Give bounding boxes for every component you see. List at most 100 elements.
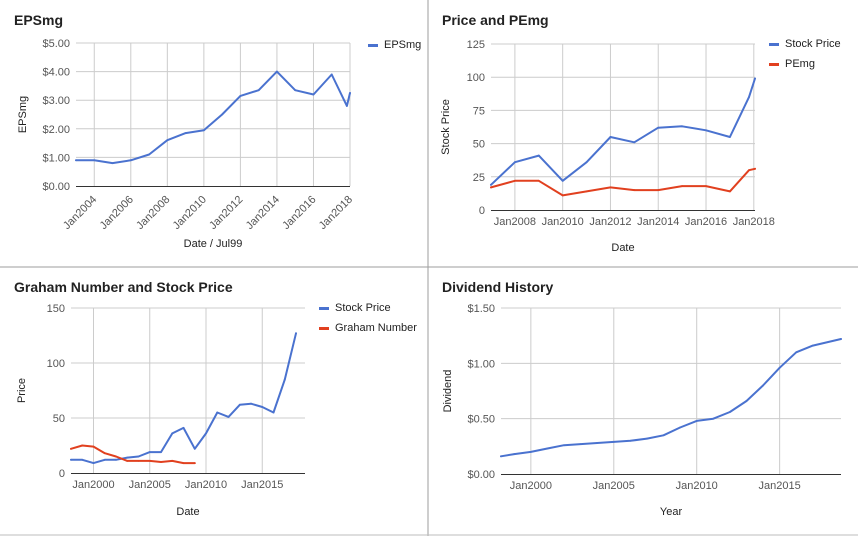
- y-tick-label: 150: [47, 303, 65, 315]
- legend-item: PEmg: [769, 54, 841, 74]
- x-tick-label: Jan2015: [241, 479, 283, 491]
- data-point: [160, 461, 162, 463]
- y-tick-label: $0.00: [467, 469, 495, 481]
- x-axis-title: Date: [176, 506, 199, 518]
- series-line: [490, 167, 756, 197]
- data-point: [93, 159, 96, 162]
- data-point: [137, 455, 140, 458]
- data-point: [184, 132, 187, 134]
- series-line: [490, 77, 756, 186]
- legend-label: PEmg: [785, 58, 815, 70]
- data-point: [295, 332, 297, 335]
- x-tick-label: Jan2008: [494, 216, 536, 228]
- data-point: [111, 162, 114, 165]
- data-point: [490, 186, 492, 189]
- x-tick-label: Jan2006: [98, 194, 136, 232]
- chart-panel-epsmg: $0.00 $1.00 $2.00 $3.00 $4.00 $5.00 Jan2004 Jan…: [1, 1, 427, 266]
- data-point: [92, 445, 95, 448]
- y-tick-label: $5.00: [42, 38, 70, 50]
- x-tick-label: Jan2010: [171, 194, 209, 232]
- y-tick-label: 100: [47, 358, 65, 370]
- x-tick-label: Jan2016: [280, 194, 318, 232]
- data-point: [238, 403, 241, 406]
- data-point: [227, 416, 230, 418]
- data-point: [283, 378, 286, 381]
- y-tick-label: 50: [473, 139, 485, 151]
- data-point: [126, 456, 129, 459]
- x-tick-label: Jan2008: [134, 194, 172, 232]
- y-tick-label: $1.50: [467, 303, 495, 315]
- data-point: [490, 183, 492, 186]
- data-point: [182, 427, 185, 429]
- chart-panel-graham: 0 50 100 150 Jan2000 Jan2005 Jan2010 Jan2015 Dat…: [1, 268, 427, 534]
- x-tick-label: Jan2004: [61, 194, 99, 232]
- data-point: [629, 439, 632, 442]
- legend-item: EPSmg: [368, 35, 421, 55]
- data-point: [795, 351, 798, 354]
- chart-legend: Stock Price PEmg: [769, 34, 841, 74]
- data-point: [250, 402, 252, 405]
- chart-panel-dividend: $0.00 $0.50 $1.00 $1.50 Jan2000 Jan2005 Jan201…: [429, 268, 857, 534]
- data-point: [70, 458, 72, 461]
- data-point: [257, 89, 260, 92]
- legend-swatch: [319, 306, 329, 310]
- y-tick-label: $4.00: [42, 67, 70, 79]
- y-tick-label: 100: [467, 72, 485, 84]
- data-point: [712, 417, 715, 420]
- data-point: [513, 453, 516, 455]
- data-point: [345, 105, 348, 107]
- data-point: [171, 460, 174, 462]
- y-tick-label: $0.50: [467, 414, 495, 426]
- data-point: [216, 411, 219, 414]
- data-point: [103, 452, 106, 455]
- data-point: [166, 139, 169, 142]
- data-point: [657, 189, 660, 191]
- y-tick-label: $1.00: [467, 358, 495, 370]
- x-tick-label: Jan2014: [637, 216, 679, 228]
- x-tick-label: Jan2010: [676, 480, 718, 492]
- data-point: [513, 179, 516, 182]
- y-axis-title: Dividend: [442, 370, 454, 413]
- data-point: [202, 129, 205, 132]
- data-point: [276, 70, 278, 73]
- x-tick-label: Jan2014: [244, 194, 282, 232]
- legend-swatch: [368, 43, 378, 47]
- series-line: [70, 444, 196, 465]
- data-point: [126, 460, 129, 462]
- y-tick-label: $0.00: [42, 181, 70, 193]
- data-point: [148, 460, 151, 462]
- legend-item: Graham Number: [319, 318, 417, 338]
- data-point: [171, 432, 174, 435]
- x-tick-label: Jan2000: [510, 480, 552, 492]
- data-point: [537, 154, 540, 157]
- chart-epsmg-svg: $0.00$1.00$2.00$3.00$4.00$5.00Jan2004Jan…: [17, 38, 355, 250]
- chart-dividend-svg: $0.00 $0.50 $1.00 $1.50 Jan2000 Jan2005 Jan201…: [442, 303, 842, 518]
- legend-swatch: [769, 62, 779, 66]
- data-point: [92, 462, 95, 464]
- data-point: [148, 451, 151, 453]
- data-point: [633, 141, 636, 144]
- legend-label: Stock Price: [335, 302, 391, 314]
- data-point: [609, 136, 612, 138]
- data-point: [679, 426, 682, 429]
- series-line: [500, 338, 842, 458]
- x-tick-label: Jan2012: [589, 216, 631, 228]
- data-point: [609, 186, 612, 189]
- data-point: [115, 455, 117, 458]
- data-point: [294, 89, 297, 92]
- data-point: [705, 129, 707, 132]
- data-point: [529, 450, 532, 453]
- data-point: [695, 419, 698, 422]
- data-point: [330, 73, 333, 76]
- legend-swatch: [769, 42, 779, 46]
- y-tick-label: $3.00: [42, 95, 70, 107]
- data-point: [537, 179, 540, 182]
- data-point: [561, 194, 564, 197]
- data-point: [754, 77, 756, 80]
- data-point: [748, 169, 750, 172]
- data-point: [705, 185, 707, 187]
- data-point: [729, 136, 731, 138]
- data-point: [103, 458, 106, 461]
- x-axis-title: Date / Jul99: [184, 238, 243, 250]
- x-tick-label: Jan2018: [317, 194, 355, 232]
